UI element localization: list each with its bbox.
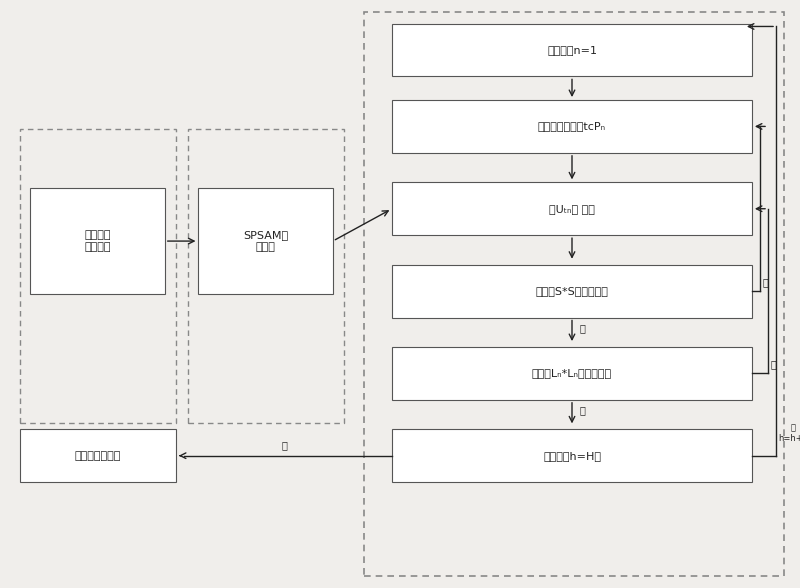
Text: SPSAM的
初始化: SPSAM的 初始化 — [243, 230, 288, 252]
Text: 否
h=h+1: 否 h=h+1 — [778, 423, 800, 443]
Text: 搜索到Lₙ*Lₙ个候选元？: 搜索到Lₙ*Lₙ个候选元？ — [532, 368, 612, 379]
Bar — [392, 265, 752, 318]
Bar — [392, 429, 752, 482]
Bar — [392, 182, 752, 235]
Bar — [30, 188, 165, 294]
Bar — [364, 12, 784, 576]
Text: 否: 否 — [762, 277, 768, 287]
Bar — [392, 24, 752, 76]
Bar — [198, 188, 333, 294]
Bar — [20, 429, 176, 482]
Text: 是: 是 — [580, 323, 586, 333]
Text: 求Uₜₙ， 清化: 求Uₜₙ， 清化 — [549, 203, 595, 214]
Text: 亚像元定位结果: 亚像元定位结果 — [75, 450, 121, 461]
Text: 读取低分辨率像tcPₙ: 读取低分辨率像tcPₙ — [538, 121, 606, 132]
Bar — [20, 129, 176, 423]
Bar — [188, 129, 344, 423]
Bar — [392, 347, 752, 400]
Text: 否: 否 — [770, 359, 776, 369]
Text: 迭代次数n=1: 迭代次数n=1 — [547, 45, 597, 55]
Text: 是: 是 — [580, 405, 586, 415]
Text: 过程图像
光谱解析: 过程图像 光谱解析 — [84, 230, 111, 252]
Text: 搜索到S*S个候选元？: 搜索到S*S个候选元？ — [535, 286, 609, 296]
Bar — [392, 100, 752, 153]
Text: 是: 是 — [281, 440, 287, 450]
Text: 迭代次数h=H？: 迭代次数h=H？ — [543, 450, 601, 461]
